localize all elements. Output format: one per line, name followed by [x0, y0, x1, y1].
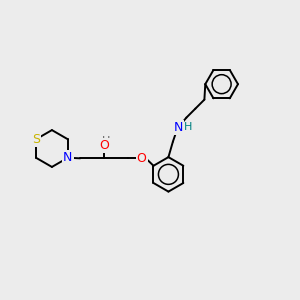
Text: O: O	[137, 152, 147, 165]
Text: S: S	[32, 133, 40, 146]
Text: N: N	[63, 151, 73, 164]
Text: N: N	[173, 121, 183, 134]
Text: O: O	[99, 139, 109, 152]
Text: H: H	[184, 122, 192, 132]
Text: H: H	[102, 136, 110, 146]
